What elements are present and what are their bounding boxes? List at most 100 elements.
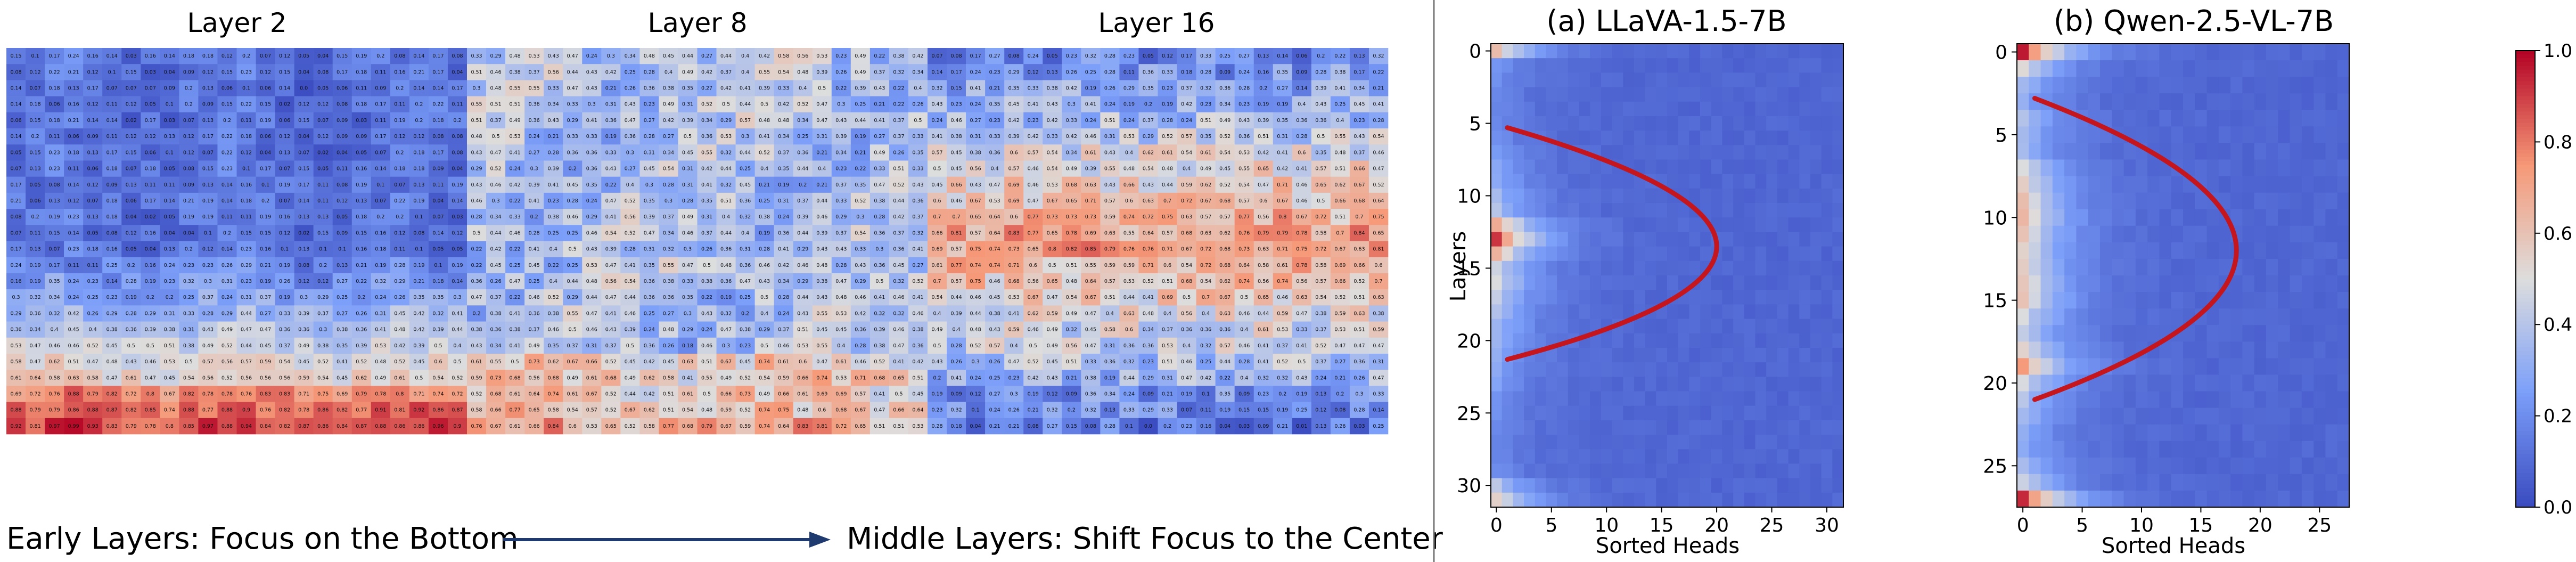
heatmap-cell-value: 0.51 (912, 375, 923, 381)
heatmap-cell (2040, 308, 2053, 325)
heatmap-cell (1513, 159, 1524, 175)
heatmap-cell-value: 0.15 (298, 118, 309, 124)
heatmap-cell-value: 0.69 (1085, 230, 1096, 236)
heatmap-cell (2171, 308, 2184, 325)
heatmap-cell-value: 0.02 (298, 230, 309, 236)
heatmap-cell (179, 160, 199, 177)
heatmap-cell-value: 0.11 (106, 134, 118, 140)
heatmap-cell (1513, 435, 1524, 450)
heatmap-cell (160, 209, 179, 225)
heatmap-cell-value: 0.69 (835, 391, 847, 397)
heatmap-cell-value: 0.79 (1258, 230, 1269, 236)
heatmap-cell-value: 0.41 (874, 391, 885, 397)
heatmap-cell (2064, 77, 2077, 94)
heatmap-cell (1678, 405, 1689, 421)
heatmap-cell (1601, 463, 1612, 479)
heatmap-cell-value: 0.12 (279, 134, 290, 140)
heatmap-cell (1766, 420, 1778, 435)
heatmap-cell-value: 0.78 (145, 423, 156, 429)
heatmap-cell-value: 0.42 (1047, 118, 1058, 124)
heatmap-cell-value: 0.88 (183, 408, 194, 413)
heatmap-cell (294, 241, 314, 258)
heatmap-cell (1722, 362, 1734, 377)
heatmap-cell-value: 0.1 (242, 86, 250, 92)
heatmap-cell-value: 0.42 (912, 359, 923, 365)
heatmap-cell (1711, 87, 1722, 102)
heatmap-cell-value: 0.4 (1183, 343, 1191, 349)
heatmap-cell (1722, 232, 1734, 247)
heatmap-cell-value: 0.13 (202, 118, 214, 124)
heatmap-cell (1733, 492, 1745, 508)
heatmap-cell-value: 0.48 (663, 327, 674, 333)
heatmap-cell (1777, 232, 1789, 247)
heatmap-cell (1788, 217, 1800, 232)
heatmap-cell (2029, 110, 2041, 127)
heatmap-cell-value: 0.45 (337, 375, 348, 381)
heatmap-cell-value: 0.71 (1162, 247, 1173, 253)
heatmap-cell (2017, 93, 2029, 110)
heatmap-cell-value: 0.2 (741, 311, 749, 316)
heatmap-cell (2325, 292, 2338, 309)
heatmap-cell (1656, 405, 1668, 421)
heatmap-cell (2314, 225, 2326, 243)
heatmap-cell (1601, 333, 1612, 348)
heatmap-cell-value: 0.32 (1373, 53, 1384, 59)
heatmap-cell (428, 257, 448, 274)
heatmap-cell-value: 0.43 (797, 311, 808, 316)
heatmap-cell (1601, 391, 1612, 406)
heatmap-cell (1689, 405, 1701, 421)
heatmap-cell (1546, 420, 1557, 435)
heatmap-cell (428, 241, 448, 258)
heatmap-cell-value: 0.11 (394, 102, 405, 108)
heatmap-cell-value: 0.33 (279, 311, 290, 316)
heatmap-cell-value: 0.67 (567, 359, 578, 365)
heatmap-cell (294, 192, 314, 209)
heatmap-cell (2100, 242, 2112, 259)
heatmap-cell-value: 0.43 (1238, 118, 1250, 124)
heatmap-cell (217, 209, 237, 225)
heatmap-cell-value: 0.04 (317, 53, 329, 59)
heatmap-cell-value: 0.78 (202, 391, 214, 397)
heatmap-cell (1755, 492, 1767, 508)
heatmap-cell (121, 144, 141, 161)
heatmap-cell (2159, 192, 2172, 210)
heatmap-cell-value: 0.21 (1008, 423, 1020, 429)
heatmap-cell-value: 0.13 (68, 86, 79, 92)
heatmap-cell (102, 80, 122, 96)
heatmap-cell (2147, 209, 2160, 226)
heatmap-cell-value: 0.53 (835, 375, 847, 381)
heatmap-cell (1788, 72, 1800, 87)
heatmap-cell-value: 0.11 (452, 102, 463, 108)
heatmap-cell (1711, 44, 1722, 59)
heatmap-cell (1832, 290, 1844, 305)
heatmap-cell-value: 0.11 (1200, 408, 1211, 413)
heatmap-cell-value: 0.34 (29, 327, 40, 333)
heatmap-cell-value: 0.49 (1066, 311, 1077, 316)
heatmap-cell-value: 0.47 (1334, 343, 1346, 349)
heatmap-cell-value: 0.44 (625, 295, 636, 300)
heatmap-cell (1590, 347, 1602, 363)
heatmap-cell (256, 241, 275, 258)
heatmap-cell (2171, 176, 2184, 193)
heatmap-cell-value: 0.53 (912, 423, 923, 429)
heatmap-cell (1645, 333, 1656, 348)
heatmap-cell (217, 160, 237, 177)
x-tick-label: 0 (1490, 515, 1503, 536)
heatmap-cell-value: 0.49 (682, 214, 693, 220)
heatmap-cell (1744, 435, 1755, 450)
heatmap-cell (2325, 44, 2338, 61)
heatmap-cell (1821, 377, 1833, 392)
heatmap-cell-value: 0.48 (797, 408, 808, 413)
heatmap-cell (2278, 176, 2290, 193)
heatmap-cell-value: 0.26 (87, 311, 99, 316)
heatmap-cell (1755, 391, 1767, 406)
heatmap-cell-value: 0.74 (1238, 279, 1250, 284)
heatmap-cell (1579, 290, 1590, 305)
heatmap-cell-value: 0.47 (1047, 295, 1058, 300)
heatmap-cell-value: 0.77 (1028, 214, 1039, 220)
heatmap-cell-value: 0.48 (106, 359, 118, 365)
heatmap-cell (1656, 87, 1668, 102)
heatmap-cell (1722, 463, 1734, 479)
heatmap-cell (1744, 101, 1755, 117)
heatmap-cell (1832, 72, 1844, 87)
